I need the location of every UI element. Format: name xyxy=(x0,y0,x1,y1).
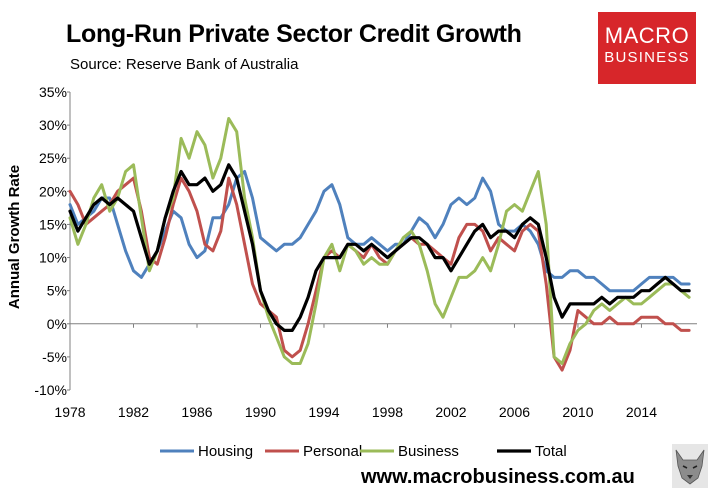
x-tick-label: 2002 xyxy=(435,404,466,420)
wolf-icon xyxy=(672,444,708,488)
y-tick-label: 30% xyxy=(39,117,67,133)
x-tick-label: 1998 xyxy=(372,404,403,420)
y-axis-label: Annual Growth Rate xyxy=(6,165,23,309)
y-tick-label: -10% xyxy=(34,382,67,398)
logo-line-2: BUSINESS xyxy=(604,49,690,66)
y-tick-label: 0% xyxy=(47,316,67,332)
series-line-housing xyxy=(68,170,691,293)
y-tick-label: 10% xyxy=(39,250,67,266)
macrobusiness-logo: MACRO BUSINESS xyxy=(598,12,696,84)
x-tick-label: 2014 xyxy=(626,404,657,420)
y-tick-label: -5% xyxy=(42,349,67,365)
series-lines xyxy=(68,117,691,372)
x-tick-label: 1994 xyxy=(308,404,339,420)
x-axis-tick-labels: 1978 1982 1986 1990 1994 1998 2002 2006 2010 2014 xyxy=(54,404,657,420)
legend: Housing Personal Business Total xyxy=(160,443,567,460)
y-tick-label: 15% xyxy=(39,216,67,232)
legend-label-housing: Housing xyxy=(198,443,253,460)
website-url: www.macrobusiness.com.au xyxy=(361,466,635,488)
y-tick-label: 35% xyxy=(39,84,67,100)
series-line-business xyxy=(68,117,691,365)
series-line-total xyxy=(68,163,691,332)
x-tick-label: 2006 xyxy=(499,404,530,420)
x-tick-label: 1978 xyxy=(54,404,85,420)
x-tick-label: 1990 xyxy=(245,404,276,420)
series-line-personal xyxy=(68,176,691,372)
x-tick-label: 2010 xyxy=(562,404,593,420)
y-tick-label: 20% xyxy=(39,183,67,199)
y-tick-label: 25% xyxy=(39,150,67,166)
x-tick-label: 1982 xyxy=(118,404,149,420)
x-tick-label: 1986 xyxy=(181,404,212,420)
legend-label-personal: Personal xyxy=(303,443,362,460)
y-axis-tick-labels: 35% 30% 25% 20% 15% 10% 5% 0% -5% -10% xyxy=(34,84,67,398)
y-tick-label: 5% xyxy=(47,283,67,299)
source-subtitle: Source: Reserve Bank of Australia xyxy=(70,56,299,73)
legend-label-business: Business xyxy=(398,443,459,460)
page-title: Long-Run Private Sector Credit Growth xyxy=(66,20,522,48)
logo-line-1: MACRO xyxy=(604,23,690,48)
legend-label-total: Total xyxy=(535,443,567,460)
